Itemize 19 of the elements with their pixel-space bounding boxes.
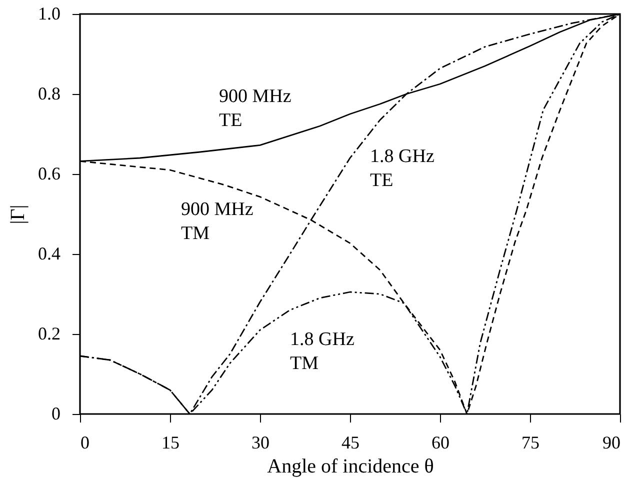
annotation: 900 MHz TM	[181, 199, 254, 244]
x-tick-label: 90	[602, 432, 620, 452]
annotation: 1.8 GHz TM	[290, 329, 354, 374]
x-tick-label: 75	[522, 432, 540, 452]
annotation: 900 MHz TE	[219, 86, 292, 131]
y-tick-label: 0.8	[38, 84, 60, 104]
x-tick-label: 45	[342, 432, 360, 452]
y-axis-title: |Γ|	[7, 204, 29, 224]
x-tick-label: 30	[252, 432, 270, 452]
x-tick-label: 0	[80, 432, 90, 452]
y-tick-label: 1.0	[38, 4, 60, 24]
x-axis-title: Angle of incidence θ	[267, 456, 434, 478]
y-tick-label: 0.2	[38, 324, 60, 344]
y-tick-label: 0.6	[38, 164, 60, 184]
y-tick-label: 0	[52, 404, 60, 424]
annotation: 1.8 GHz TE	[370, 146, 434, 191]
x-tick-label: 15	[162, 432, 180, 452]
y-tick-label: 0.4	[38, 244, 60, 264]
x-tick-label: 60	[432, 432, 450, 452]
